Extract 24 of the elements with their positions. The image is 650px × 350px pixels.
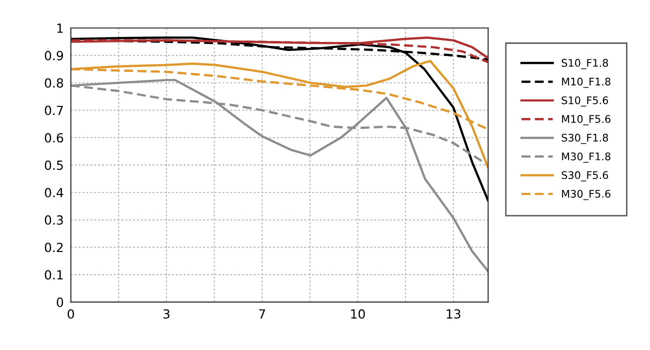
legend-label: S10_F5.6 [562,96,608,107]
x-tick-label: 13 [446,309,460,319]
y-tick-label: 0.9 [44,50,64,60]
legend-label: M10_F5.6 [562,115,610,126]
y-tick-label: 0.2 [44,242,63,252]
legend-label: S30_F1.8 [562,134,608,144]
y-tick-label: 0.4 [44,188,64,198]
x-tick-label: 0 [68,309,74,319]
y-tick-label: 0 [56,298,64,307]
y-tick-label: 0.8 [44,78,64,88]
legend-label: S30_F5.6 [562,171,608,182]
y-tick-label: 0.7 [44,106,63,116]
y-tick-label: 0.1 [44,270,63,280]
legend-label: M10_F1.8 [562,78,610,88]
y-tick-label: 0.5 [44,160,63,170]
x-tick-label: 10 [351,309,365,319]
x-tick-label: 7 [259,309,266,318]
y-tick-label: 0.3 [44,215,63,225]
x-tick-label: 3 [163,309,170,319]
legend-label: S10_F1.8 [562,58,608,70]
legend-label: M30_F1.8 [562,152,610,163]
y-tick-label: 1 [57,24,63,33]
legend-label: M30_F5.6 [562,190,610,200]
y-tick-label: 0.6 [44,133,64,143]
